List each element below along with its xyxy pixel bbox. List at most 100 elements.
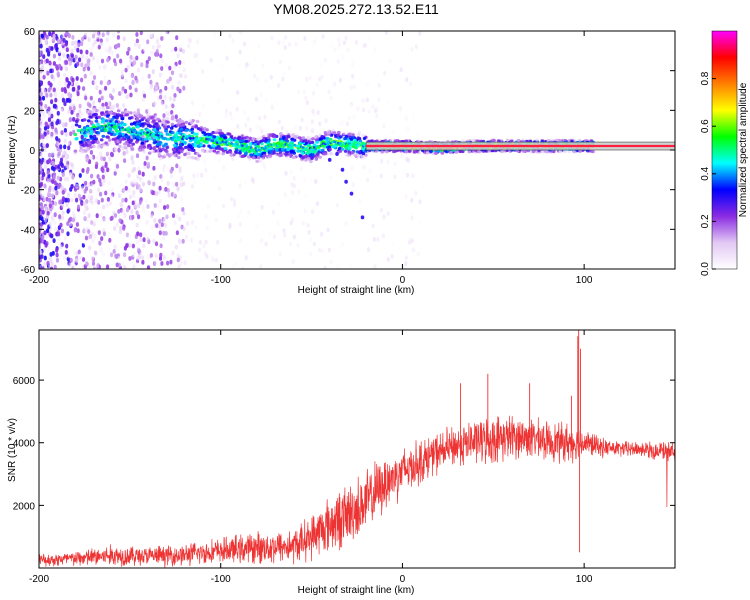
heatmap-cell: [60, 161, 64, 167]
heatmap-cell: [266, 139, 271, 144]
heatmap-cell: [39, 127, 42, 133]
heatmap-cell: [183, 260, 187, 266]
heatmap-cell: [82, 128, 86, 132]
heatmap-cell: [247, 210, 251, 216]
heatmap-cell: [245, 145, 249, 148]
heatmap-cell: [72, 117, 76, 122]
heatmap-cell: [64, 155, 69, 160]
heatmap-cell: [136, 135, 140, 139]
heatmap-cell: [84, 261, 88, 266]
heatmap-cell: [321, 148, 325, 152]
heatmap-cell: [104, 119, 109, 123]
heatmap-cell: [408, 219, 413, 225]
heatmap-cell: [404, 194, 408, 200]
heatmap-cell: [128, 243, 132, 248]
heatmap-cell: [259, 263, 263, 269]
heatmap-cell: [147, 56, 151, 61]
heatmap-cell: [124, 78, 128, 84]
heatmap-cell: [248, 127, 252, 133]
heatmap-cell: [205, 225, 209, 231]
heatmap-cell: [114, 120, 119, 124]
heatmap-cell: [76, 91, 80, 97]
heatmap-cell: [87, 229, 91, 235]
heatmap-cell: [316, 152, 320, 156]
heatmap-cell: [47, 244, 51, 250]
heatmap-cell: [152, 165, 156, 171]
heatmap-cell: [356, 136, 361, 140]
heatmap-cell: [106, 31, 110, 36]
heatmap-cell: [156, 136, 159, 139]
heatmap-cell: [68, 262, 72, 268]
heatmap-cell: [343, 195, 348, 201]
heatmap-cell: [329, 43, 333, 49]
heatmap-cell: [171, 250, 175, 256]
heatmap-cell: [51, 151, 55, 157]
heatmap-cell: [39, 60, 42, 66]
heatmap-cell: [58, 56, 62, 61]
heatmap-cell: [492, 138, 496, 143]
heatmap-cell: [183, 152, 187, 157]
heatmap-cell: [59, 244, 63, 250]
heatmap-cell: [189, 121, 194, 125]
heatmap-cell: [165, 149, 169, 154]
heatmap-cell: [104, 47, 108, 53]
heatmap-cell: [233, 85, 237, 91]
heatmap-cell: [63, 54, 67, 60]
heatmap-cell: [128, 139, 132, 143]
heatmap-cell: [91, 125, 95, 129]
heatmap-cell: [88, 109, 92, 114]
heatmap-cell: [134, 75, 138, 81]
x-tick-label: -100: [211, 574, 231, 585]
heatmap-cell: [155, 51, 159, 57]
heatmap-cell: [251, 137, 256, 141]
heatmap-cell: [122, 225, 126, 231]
heatmap-cell: [231, 264, 235, 269]
heatmap-cell: [106, 264, 110, 269]
heatmap-cell: [129, 55, 133, 60]
heatmap-cell: [46, 211, 50, 216]
heatmap-cell: [298, 154, 303, 158]
heatmap-cell: [379, 207, 383, 213]
heatmap-cell: [256, 156, 261, 160]
heatmap-cell: [39, 91, 44, 97]
heatmap-cell: [291, 155, 296, 160]
heatmap-cell: [149, 253, 153, 258]
heatmap-cell: [187, 148, 192, 152]
heatmap-cell: [40, 123, 44, 128]
heatmap-cell: [41, 134, 45, 140]
heatmap-cell: [179, 176, 184, 182]
heatmap-cell: [326, 131, 331, 135]
heatmap-cell: [531, 149, 536, 154]
heatmap-cell: [74, 165, 78, 171]
heatmap-cell: [65, 31, 69, 36]
heatmap-cell: [91, 141, 95, 145]
heatmap-cell: [379, 173, 383, 179]
heatmap-cell: [98, 106, 102, 111]
heatmap-cell: [96, 109, 101, 113]
heatmap-cell: [132, 252, 136, 258]
heatmap-cell: [220, 64, 224, 70]
heatmap-cell: [277, 119, 281, 125]
heatmap-cell: [160, 58, 164, 63]
heatmap-cell: [81, 168, 85, 173]
heatmap-cell: [337, 130, 341, 135]
heatmap-cell: [161, 147, 165, 151]
heatmap-cell: [136, 231, 140, 237]
heatmap-cell: [66, 231, 70, 237]
heatmap-cell: [344, 221, 348, 227]
heatmap-cell: [102, 144, 107, 148]
heatmap-cell: [329, 175, 333, 181]
heatmap-cell: [89, 52, 93, 57]
heatmap-cell: [70, 165, 75, 170]
heatmap-cell: [176, 136, 180, 139]
heatmap-cell: [232, 202, 236, 208]
heatmap-cell: [327, 247, 331, 253]
heatmap-cell: [135, 55, 139, 61]
heatmap-cell: [206, 204, 210, 210]
heatmap-cell: [367, 36, 371, 42]
heatmap-cell: [321, 248, 325, 254]
heatmap-cell: [122, 187, 126, 193]
snr-frame: [38, 329, 676, 569]
heatmap-cell: [195, 132, 199, 136]
heatmap-cell: [262, 164, 267, 170]
